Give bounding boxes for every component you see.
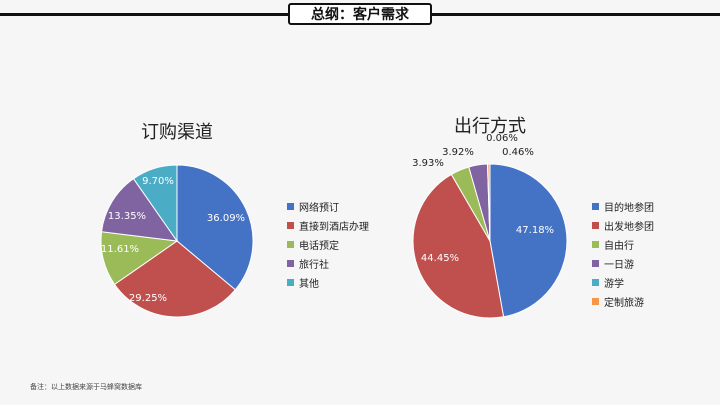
legend-item: 一日游 — [592, 254, 654, 273]
pie-data-label: 47.18% — [516, 225, 554, 236]
pie-data-label: 13.35% — [108, 211, 146, 222]
legend-item: 游学 — [592, 273, 654, 292]
legend-item: 旅行社 — [287, 254, 369, 273]
legend-swatch — [287, 203, 294, 210]
legend-booking-channel: 网络预订直接到酒店办理 电话预定旅行社其他 — [287, 197, 369, 292]
pie-slice — [487, 163, 491, 242]
pie-data-label: 44.45% — [421, 253, 459, 264]
legend-item: 定制旅游 — [592, 292, 654, 311]
pie-slice — [101, 177, 179, 242]
legend-label: 游学 — [604, 279, 624, 290]
pie-slice — [412, 173, 505, 319]
pie-1: 47.18% 44.45% 3.93%3.92% 0.06% 0.46% — [412, 133, 568, 319]
pie-data-label: 9.70% — [142, 176, 174, 187]
pie-data-label: 36.09% — [207, 213, 245, 224]
pie-data-label: 11.61% — [101, 244, 139, 255]
legend-item: 电话预定 — [287, 235, 369, 254]
footnote: 备注：以上数据来源于马蜂窝数据库 — [30, 383, 142, 391]
legend-label: 目的地参团 — [604, 203, 654, 214]
legend-label: 出发地参团 — [604, 222, 654, 233]
legend-label: 自由行 — [604, 241, 634, 252]
legend-label: 旅行社 — [299, 260, 329, 271]
pie-data-label: 29.25% — [129, 293, 167, 304]
legend-item: 目的地参团 — [592, 197, 654, 216]
chart-title-travel-mode: 出行方式 — [454, 116, 526, 137]
legend-item: 出发地参团 — [592, 216, 654, 235]
pie-0: 36.09% 29.25% 11.61% 13.35% 9.70% — [100, 164, 254, 318]
legend-swatch — [592, 222, 599, 229]
pie-data-label: 0.06% — [486, 133, 518, 144]
legend-label: 一日游 — [604, 260, 634, 271]
legend-label: 直接到酒店办理 — [299, 222, 369, 233]
legend-item: 直接到酒店办理 — [287, 216, 369, 235]
legend-swatch — [287, 241, 294, 248]
pie-data-label: 3.92% — [442, 147, 474, 158]
legend-swatch — [592, 298, 599, 305]
legend-label: 网络预订 — [299, 203, 339, 214]
legend-swatch — [287, 260, 294, 267]
legend-swatch — [287, 279, 294, 286]
legend-item: 自由行 — [592, 235, 654, 254]
legend-swatch — [287, 222, 294, 229]
pie-slice — [113, 240, 236, 318]
chart-title-booking-channel: 订购渠道 — [141, 122, 213, 143]
pie-data-label: 0.46% — [502, 147, 534, 158]
pie-data-label: 3.93% — [412, 158, 444, 169]
legend-label: 其他 — [299, 279, 319, 290]
legend-label: 电话预定 — [299, 241, 339, 252]
pie-slice — [176, 164, 254, 291]
legend-swatch — [592, 203, 599, 210]
legend-swatch — [592, 279, 599, 286]
pie-slice — [489, 163, 568, 318]
legend-item: 网络预订 — [287, 197, 369, 216]
legend-item: 其他 — [287, 273, 369, 292]
pie-slice — [132, 164, 178, 243]
legend-travel-mode: 目的地参团出发地参团自由行一日游游学定制旅游 — [592, 197, 654, 311]
legend-swatch — [592, 241, 599, 248]
legend-label: 定制旅游 — [604, 298, 644, 309]
legend-swatch — [592, 260, 599, 267]
page-title: 总纲：客户需求 — [288, 3, 432, 25]
